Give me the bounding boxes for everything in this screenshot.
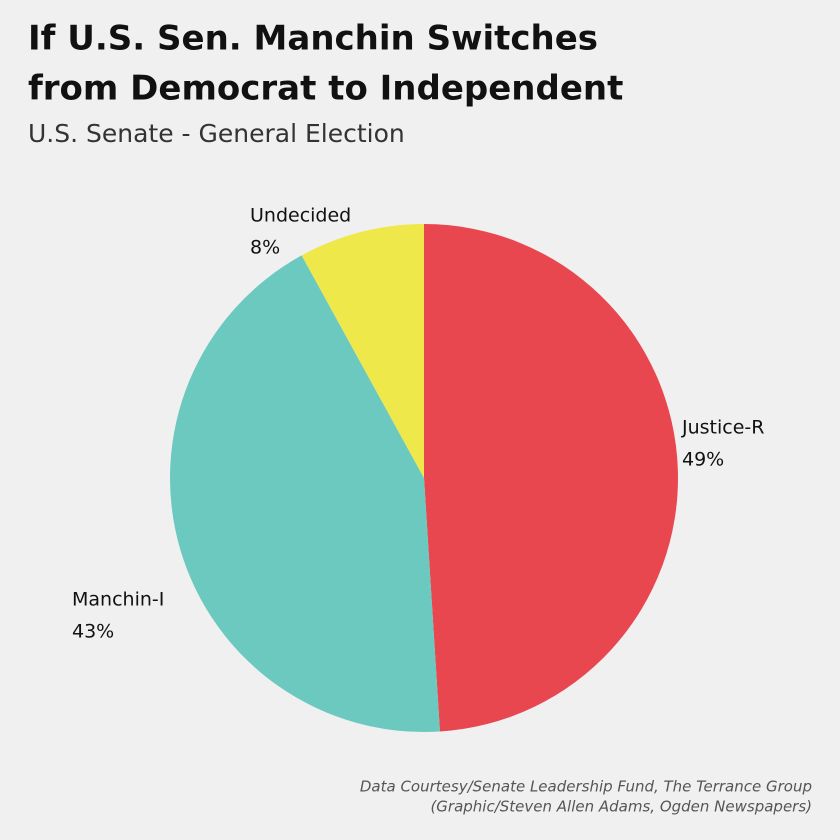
pie-slice: [169, 255, 440, 733]
value-label: 8%: [250, 237, 280, 259]
value-label: 43%: [72, 621, 114, 643]
value-label: 49%: [682, 449, 724, 471]
chart-subtitle: U.S. Senate - General Election: [28, 119, 405, 148]
chart-title: If U.S. Sen. Manchin Switches: [28, 19, 598, 59]
pie-slice: [301, 224, 424, 478]
source-note: Data Courtesy/Senate Leadership Fund, Th…: [360, 778, 812, 796]
chart-title: from Democrat to Independent: [28, 69, 623, 109]
slice-label: Undecided: [250, 205, 351, 227]
pie: [169, 224, 678, 733]
pie-slice: [424, 224, 678, 732]
slice-label: Justice-R: [681, 417, 764, 439]
slice-label: Manchin-I: [72, 589, 164, 611]
source-note: (Graphic/Steven Allen Adams, Ogden Newsp…: [430, 798, 812, 816]
